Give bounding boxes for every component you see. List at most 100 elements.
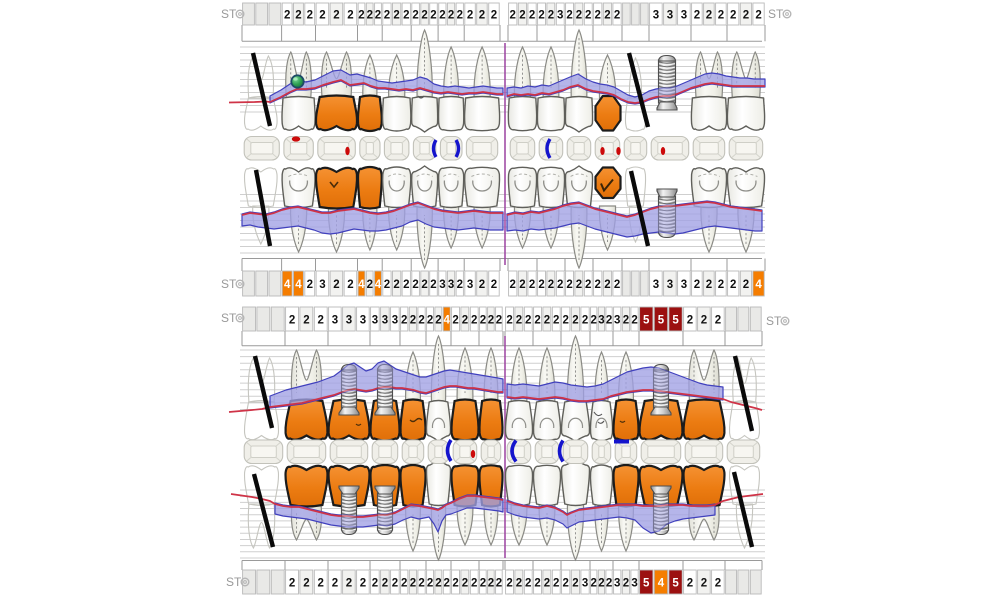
svg-text:2: 2 (687, 577, 693, 589)
svg-text:2: 2 (303, 577, 309, 589)
svg-text:2: 2 (372, 577, 378, 589)
svg-text:2: 2 (317, 314, 323, 326)
svg-text:2: 2 (333, 279, 339, 291)
svg-text:2: 2 (548, 9, 554, 21)
svg-text:4: 4 (284, 279, 291, 291)
svg-text:3: 3 (653, 279, 659, 291)
svg-text:2: 2 (392, 577, 398, 589)
svg-text:2: 2 (576, 9, 582, 21)
svg-text:2: 2 (743, 279, 749, 291)
svg-text:2: 2 (614, 9, 620, 21)
svg-text:3: 3 (319, 279, 325, 291)
svg-text:ST: ST (768, 7, 784, 21)
svg-text:2: 2 (319, 9, 325, 21)
svg-text:2: 2 (401, 577, 407, 589)
svg-text:2: 2 (347, 9, 353, 21)
svg-text:2: 2 (289, 314, 295, 326)
svg-text:2: 2 (452, 314, 458, 326)
svg-text:5: 5 (643, 314, 650, 326)
svg-text:2: 2 (496, 577, 502, 589)
svg-text:2: 2 (525, 577, 531, 589)
svg-text:2: 2 (462, 314, 468, 326)
svg-text:ST: ST (221, 7, 237, 21)
svg-text:4: 4 (443, 314, 450, 326)
svg-text:2: 2 (382, 577, 388, 589)
svg-text:4: 4 (295, 279, 302, 291)
svg-text:3: 3 (372, 314, 378, 326)
svg-text:3: 3 (346, 314, 352, 326)
svg-text:2: 2 (430, 279, 436, 291)
svg-text:ST: ST (221, 277, 237, 291)
svg-text:2: 2 (516, 314, 522, 326)
svg-text:2: 2 (506, 314, 512, 326)
svg-text:2: 2 (576, 279, 582, 291)
svg-text:2: 2 (289, 577, 295, 589)
svg-text:2: 2 (604, 279, 610, 291)
svg-text:3: 3 (667, 9, 673, 21)
svg-text:2: 2 (303, 314, 309, 326)
svg-text:2: 2 (452, 577, 458, 589)
svg-text:2: 2 (480, 314, 486, 326)
svg-text:2: 2 (375, 9, 381, 21)
svg-text:3: 3 (681, 279, 687, 291)
svg-text:2: 2 (562, 314, 568, 326)
svg-text:2: 2 (544, 577, 550, 589)
svg-text:5: 5 (672, 314, 679, 326)
svg-text:4: 4 (658, 577, 665, 589)
svg-text:2: 2 (598, 577, 604, 589)
svg-text:2: 2 (448, 9, 454, 21)
svg-text:2: 2 (718, 9, 724, 21)
svg-text:2: 2 (553, 314, 559, 326)
svg-text:2: 2 (347, 279, 353, 291)
svg-text:2: 2 (491, 279, 497, 291)
svg-text:3: 3 (557, 9, 563, 21)
svg-text:3: 3 (653, 9, 659, 21)
svg-text:2: 2 (284, 9, 290, 21)
svg-text:5: 5 (643, 577, 650, 589)
svg-text:2: 2 (614, 279, 620, 291)
svg-text:3: 3 (360, 314, 366, 326)
svg-text:3: 3 (681, 9, 687, 21)
svg-text:2: 2 (360, 577, 366, 589)
svg-text:2: 2 (594, 279, 600, 291)
svg-text:2: 2 (529, 279, 535, 291)
svg-text:2: 2 (585, 9, 591, 21)
svg-text:2: 2 (421, 279, 427, 291)
svg-text:2: 2 (509, 9, 515, 21)
svg-text:2: 2 (435, 314, 441, 326)
svg-text:2: 2 (538, 9, 544, 21)
svg-text:2: 2 (317, 577, 323, 589)
svg-text:2: 2 (412, 9, 418, 21)
svg-text:3: 3 (467, 279, 473, 291)
svg-text:2: 2 (701, 577, 707, 589)
svg-text:2: 2 (590, 577, 596, 589)
svg-text:2: 2 (471, 314, 477, 326)
svg-text:2: 2 (516, 577, 522, 589)
svg-text:2: 2 (467, 9, 473, 21)
svg-text:2: 2 (421, 9, 427, 21)
svg-text:2: 2 (590, 314, 596, 326)
svg-text:3: 3 (614, 314, 620, 326)
svg-text:2: 2 (534, 577, 540, 589)
svg-text:2: 2 (594, 9, 600, 21)
svg-text:4: 4 (375, 279, 382, 291)
svg-text:2: 2 (557, 279, 563, 291)
svg-text:2: 2 (566, 9, 572, 21)
svg-text:2: 2 (544, 314, 550, 326)
svg-text:2: 2 (606, 314, 612, 326)
svg-text:3: 3 (392, 314, 398, 326)
svg-text:2: 2 (730, 279, 736, 291)
svg-text:ST: ST (766, 314, 782, 328)
svg-text:5: 5 (672, 577, 679, 589)
svg-text:2: 2 (706, 279, 712, 291)
svg-text:2: 2 (743, 9, 749, 21)
svg-text:2: 2 (562, 577, 568, 589)
svg-text:2: 2 (706, 9, 712, 21)
svg-text:2: 2 (572, 577, 578, 589)
svg-text:2: 2 (358, 9, 364, 21)
svg-text:2: 2 (295, 9, 301, 21)
svg-text:2: 2 (623, 577, 629, 589)
svg-text:5: 5 (658, 314, 665, 326)
svg-text:2: 2 (410, 577, 416, 589)
svg-text:2: 2 (534, 314, 540, 326)
